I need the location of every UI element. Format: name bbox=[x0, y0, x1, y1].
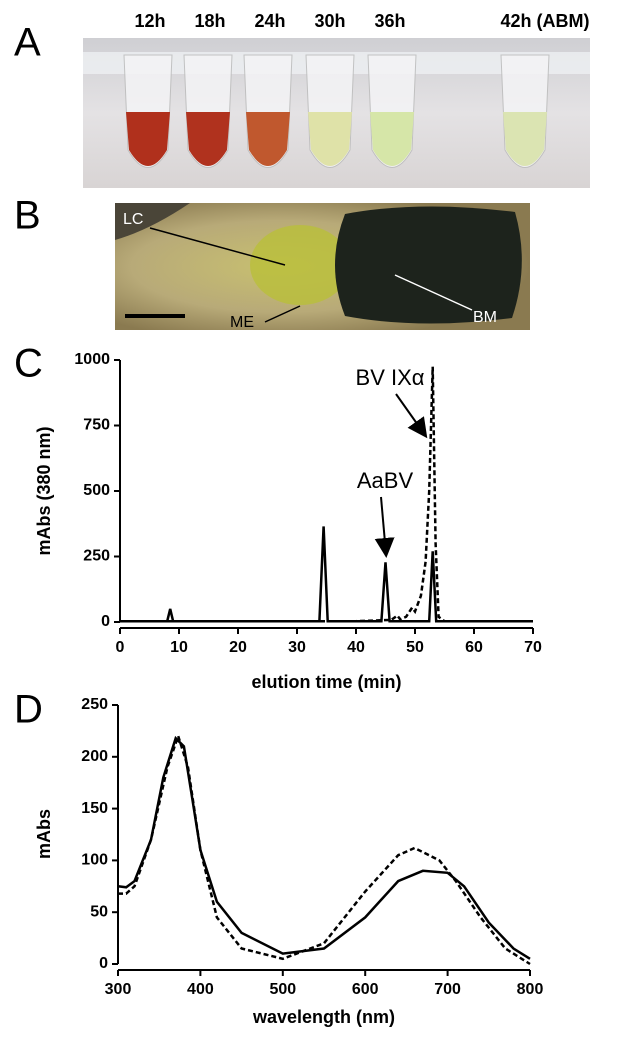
y-tick-label: 500 bbox=[83, 482, 110, 499]
time-label: 42h (ABM) bbox=[501, 11, 590, 31]
label-me: ME bbox=[230, 314, 254, 331]
x-tick-label: 40 bbox=[347, 639, 365, 656]
x-tick-label: 70 bbox=[524, 639, 542, 656]
y-tick-label: 750 bbox=[83, 417, 110, 434]
y-tick-label: 50 bbox=[90, 903, 108, 920]
pointer bbox=[264, 305, 301, 323]
lumen bbox=[250, 225, 350, 305]
series-line bbox=[120, 526, 533, 623]
y-tick-label: 0 bbox=[101, 613, 110, 630]
arrow bbox=[374, 496, 395, 558]
time-label: 24h bbox=[254, 11, 285, 31]
time-label: 12h bbox=[134, 11, 165, 31]
pointer bbox=[149, 227, 286, 266]
y-tick-label: 250 bbox=[81, 696, 108, 713]
series-line bbox=[118, 732, 531, 966]
x-tick-label: 60 bbox=[465, 639, 483, 656]
liquid bbox=[503, 112, 547, 166]
liquid bbox=[308, 112, 352, 166]
x-tick-label: 30 bbox=[288, 639, 306, 656]
x-axis-label: elution time (min) bbox=[252, 672, 402, 692]
y-tick-label: 0 bbox=[99, 955, 108, 972]
x-tick-label: 400 bbox=[187, 981, 214, 998]
y-tick-label: 200 bbox=[81, 748, 108, 765]
blood-meal bbox=[335, 206, 522, 324]
panel-letter: C bbox=[14, 342, 43, 386]
x-tick-label: 500 bbox=[269, 981, 296, 998]
x-tick-label: 300 bbox=[105, 981, 132, 998]
time-label: 18h bbox=[194, 11, 225, 31]
liquid bbox=[370, 112, 414, 166]
annotation: BV IXα bbox=[356, 365, 425, 390]
panel-letter: B bbox=[14, 194, 41, 238]
x-tick-label: 10 bbox=[170, 639, 188, 656]
time-label: 30h bbox=[314, 11, 345, 31]
panel-letter: A bbox=[14, 21, 41, 65]
series-line bbox=[120, 366, 533, 623]
x-tick-label: 50 bbox=[406, 639, 424, 656]
liquid bbox=[246, 112, 290, 166]
liquid bbox=[186, 112, 230, 166]
liquid bbox=[126, 112, 170, 166]
x-tick-label: 800 bbox=[517, 981, 544, 998]
x-tick-label: 700 bbox=[434, 981, 461, 998]
series-line bbox=[117, 735, 531, 960]
x-axis-label: wavelength (nm) bbox=[252, 1007, 395, 1027]
y-tick-label: 100 bbox=[81, 852, 108, 869]
panel-letter: D bbox=[14, 688, 43, 732]
shadow bbox=[115, 203, 190, 240]
pointer bbox=[394, 274, 473, 311]
time-label: 36h bbox=[374, 11, 405, 31]
annotation: AaBV bbox=[357, 468, 414, 493]
y-tick-label: 150 bbox=[81, 800, 108, 817]
y-tick-label: 1000 bbox=[74, 351, 110, 368]
arrow bbox=[395, 393, 428, 439]
x-tick-label: 600 bbox=[352, 981, 379, 998]
label-bm: BM bbox=[473, 309, 497, 326]
y-tick-label: 250 bbox=[83, 548, 110, 565]
x-tick-label: 20 bbox=[229, 639, 247, 656]
x-tick-label: 0 bbox=[116, 639, 125, 656]
tubes bbox=[123, 54, 550, 168]
label-lc: LC bbox=[123, 211, 143, 228]
y-axis-label: mAbs (380 nm) bbox=[34, 426, 54, 555]
y-axis-label: mAbs bbox=[34, 809, 54, 859]
